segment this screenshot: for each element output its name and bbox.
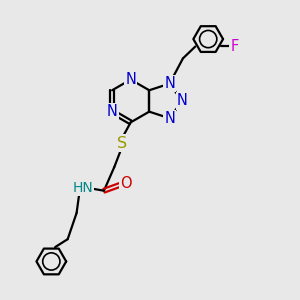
Text: N: N xyxy=(125,72,136,87)
Text: S: S xyxy=(117,136,127,151)
Text: N: N xyxy=(177,94,188,109)
Text: N: N xyxy=(164,76,175,91)
Text: F: F xyxy=(230,39,238,54)
Text: O: O xyxy=(120,176,131,191)
Text: N: N xyxy=(107,104,118,119)
Text: N: N xyxy=(164,111,175,126)
Text: HN: HN xyxy=(72,181,93,195)
